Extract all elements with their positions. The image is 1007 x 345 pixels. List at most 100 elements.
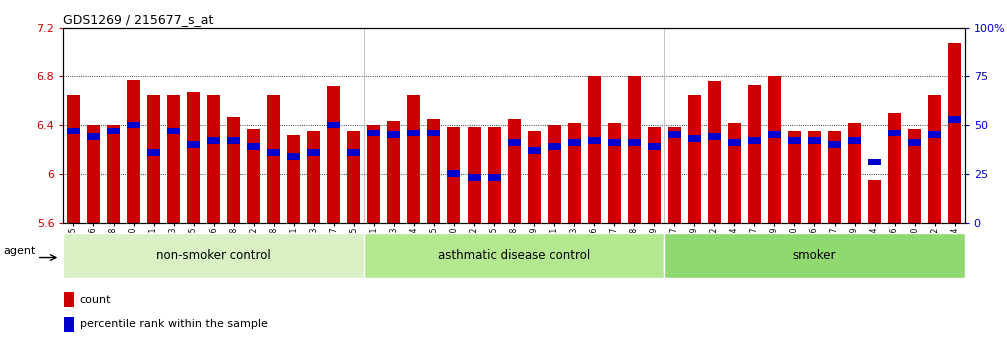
Bar	[607, 122, 620, 223]
Bar	[868, 180, 881, 223]
Bar	[207, 137, 221, 144]
Text: asthmatic disease control: asthmatic disease control	[438, 249, 590, 262]
Bar	[368, 129, 381, 136]
Bar	[147, 149, 160, 156]
Bar	[307, 149, 320, 156]
Bar	[708, 134, 721, 140]
Bar	[327, 86, 340, 223]
Bar	[87, 125, 100, 223]
Bar	[187, 141, 200, 148]
Bar	[127, 80, 140, 223]
Bar	[528, 147, 541, 154]
Bar	[307, 131, 320, 223]
Bar	[228, 137, 241, 144]
Bar	[487, 128, 500, 223]
Bar	[548, 143, 561, 150]
Bar	[508, 119, 521, 223]
Bar	[648, 143, 661, 150]
Bar	[267, 95, 280, 223]
Bar	[748, 137, 761, 144]
Bar	[147, 95, 160, 223]
Bar	[568, 122, 581, 223]
Bar	[728, 122, 741, 223]
Bar	[487, 174, 500, 181]
Text: agent: agent	[3, 246, 35, 256]
Bar	[467, 128, 480, 223]
Bar	[64, 292, 74, 307]
Bar	[588, 137, 601, 144]
Text: non-smoker control: non-smoker control	[156, 249, 271, 262]
Bar	[665, 233, 965, 278]
Bar	[787, 131, 801, 223]
Bar	[167, 95, 180, 223]
Bar	[107, 128, 120, 134]
Text: smoker: smoker	[793, 249, 836, 262]
Bar	[928, 131, 942, 138]
Bar	[949, 43, 962, 223]
Bar	[828, 131, 841, 223]
Bar	[364, 233, 665, 278]
Bar	[588, 76, 601, 223]
Bar	[167, 128, 180, 134]
Bar	[808, 137, 821, 144]
Bar	[247, 129, 260, 223]
Bar	[668, 128, 681, 223]
Bar	[427, 129, 440, 136]
Bar	[728, 139, 741, 146]
Bar	[607, 139, 620, 146]
Bar	[66, 128, 80, 134]
Bar	[447, 170, 460, 177]
Bar	[508, 139, 521, 146]
Bar	[287, 135, 300, 223]
Bar	[568, 139, 581, 146]
Bar	[64, 317, 74, 332]
Bar	[868, 159, 881, 166]
Bar	[347, 149, 361, 156]
Bar	[388, 131, 401, 138]
Bar	[908, 139, 921, 146]
Bar	[708, 81, 721, 223]
Bar	[748, 85, 761, 223]
Bar	[66, 95, 80, 223]
Bar	[447, 128, 460, 223]
Bar	[848, 137, 861, 144]
Bar	[648, 128, 661, 223]
Bar	[368, 125, 381, 223]
Bar	[668, 131, 681, 138]
Bar	[787, 137, 801, 144]
Bar	[187, 92, 200, 223]
Bar	[408, 129, 421, 136]
Bar	[127, 122, 140, 128]
Bar	[287, 153, 300, 160]
Bar	[388, 121, 401, 223]
Bar	[228, 117, 241, 223]
Bar	[207, 95, 221, 223]
Bar	[768, 76, 781, 223]
Bar	[688, 95, 701, 223]
Bar	[427, 119, 440, 223]
Bar	[888, 113, 901, 223]
Bar	[828, 141, 841, 148]
Bar	[888, 129, 901, 136]
Text: GDS1269 / 215677_s_at: GDS1269 / 215677_s_at	[63, 13, 213, 27]
Bar	[688, 135, 701, 142]
Bar	[627, 139, 640, 146]
Bar	[627, 76, 640, 223]
Bar	[327, 122, 340, 128]
Bar	[467, 174, 480, 181]
Bar	[63, 233, 364, 278]
Bar	[768, 131, 781, 138]
Bar	[87, 134, 100, 140]
Bar	[908, 129, 921, 223]
Text: percentile rank within the sample: percentile rank within the sample	[80, 319, 268, 329]
Bar	[347, 131, 361, 223]
Bar	[107, 125, 120, 223]
Bar	[848, 122, 861, 223]
Bar	[528, 131, 541, 223]
Bar	[247, 143, 260, 150]
Bar	[548, 125, 561, 223]
Bar	[808, 131, 821, 223]
Text: count: count	[80, 295, 111, 305]
Bar	[949, 116, 962, 122]
Bar	[408, 95, 421, 223]
